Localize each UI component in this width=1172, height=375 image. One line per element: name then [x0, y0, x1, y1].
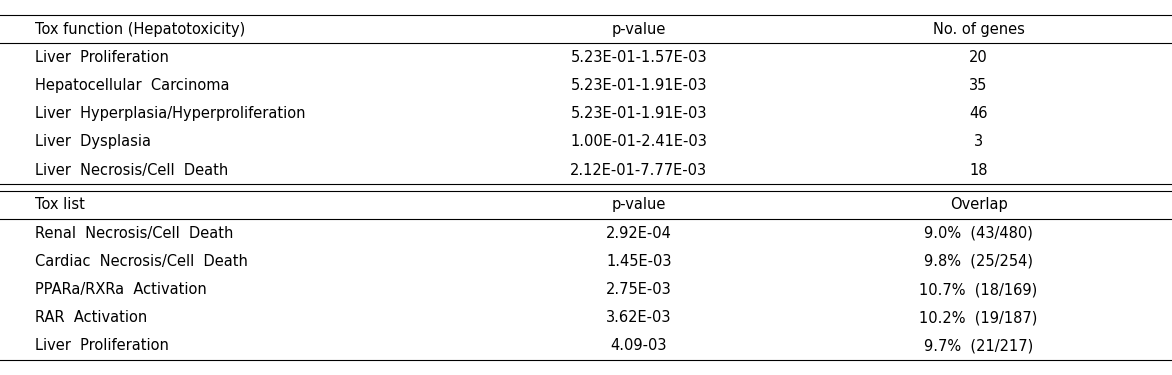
Text: Liver  Proliferation: Liver Proliferation [35, 338, 169, 353]
Text: 1.45E-03: 1.45E-03 [606, 254, 672, 269]
Text: No. of genes: No. of genes [933, 22, 1024, 37]
Text: 2.92E-04: 2.92E-04 [606, 226, 672, 241]
Text: Tox list: Tox list [35, 198, 86, 213]
Text: 3: 3 [974, 134, 983, 149]
Text: 4.09-03: 4.09-03 [611, 338, 667, 353]
Text: PPARa/RXRa  Activation: PPARa/RXRa Activation [35, 282, 207, 297]
Text: 46: 46 [969, 106, 988, 121]
Text: 35: 35 [969, 78, 988, 93]
Text: 3.62E-03: 3.62E-03 [606, 310, 672, 325]
Text: 5.23E-01-1.57E-03: 5.23E-01-1.57E-03 [571, 50, 707, 65]
Text: 2.75E-03: 2.75E-03 [606, 282, 672, 297]
Text: Liver  Dysplasia: Liver Dysplasia [35, 134, 151, 149]
Text: 10.2%  (19/187): 10.2% (19/187) [919, 310, 1038, 325]
Text: Liver  Necrosis/Cell  Death: Liver Necrosis/Cell Death [35, 162, 229, 177]
Text: 9.7%  (21/217): 9.7% (21/217) [924, 338, 1034, 353]
Text: 5.23E-01-1.91E-03: 5.23E-01-1.91E-03 [571, 106, 707, 121]
Text: Cardiac  Necrosis/Cell  Death: Cardiac Necrosis/Cell Death [35, 254, 248, 269]
Text: Hepatocellular  Carcinoma: Hepatocellular Carcinoma [35, 78, 230, 93]
Text: 2.12E-01-7.77E-03: 2.12E-01-7.77E-03 [570, 162, 708, 177]
Text: p-value: p-value [612, 22, 666, 37]
Text: RAR  Activation: RAR Activation [35, 310, 148, 325]
Text: Renal  Necrosis/Cell  Death: Renal Necrosis/Cell Death [35, 226, 233, 241]
Text: Liver  Hyperplasia/Hyperproliferation: Liver Hyperplasia/Hyperproliferation [35, 106, 306, 121]
Text: 20: 20 [969, 50, 988, 65]
Text: 5.23E-01-1.91E-03: 5.23E-01-1.91E-03 [571, 78, 707, 93]
Text: 1.00E-01-2.41E-03: 1.00E-01-2.41E-03 [571, 134, 707, 149]
Text: Overlap: Overlap [949, 198, 1008, 213]
Text: 9.0%  (43/480): 9.0% (43/480) [925, 226, 1033, 241]
Text: Tox function (Hepatotoxicity): Tox function (Hepatotoxicity) [35, 22, 245, 37]
Text: 18: 18 [969, 162, 988, 177]
Text: p-value: p-value [612, 198, 666, 213]
Text: Liver  Proliferation: Liver Proliferation [35, 50, 169, 65]
Text: 9.8%  (25/254): 9.8% (25/254) [924, 254, 1034, 269]
Text: 10.7%  (18/169): 10.7% (18/169) [920, 282, 1037, 297]
